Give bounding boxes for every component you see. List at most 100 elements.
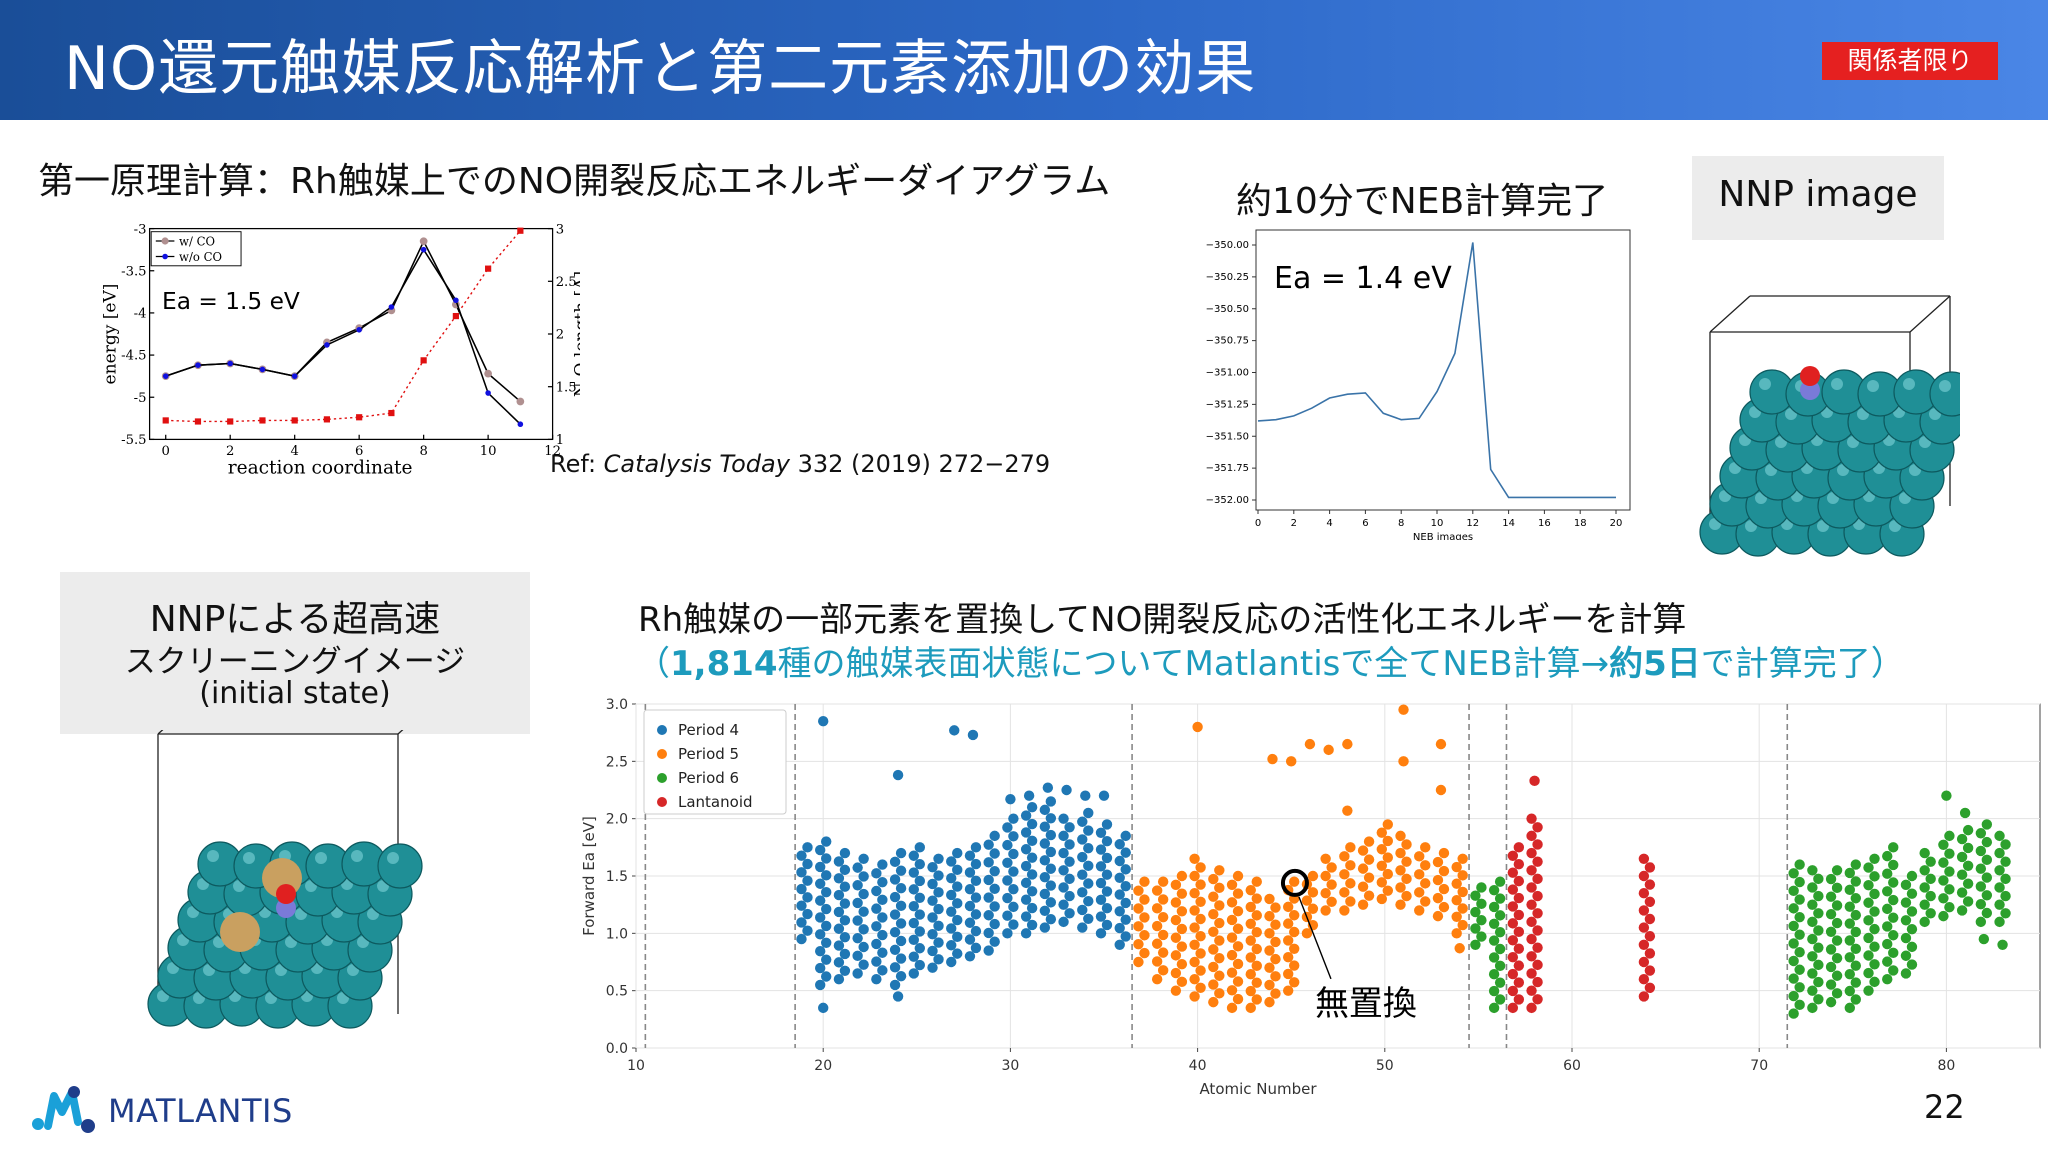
data-point [1526, 847, 1537, 859]
data-point [1831, 952, 1843, 964]
data-point [1507, 968, 1519, 980]
data-point [1526, 813, 1537, 824]
data-point [1170, 985, 1182, 996]
data-point [1189, 939, 1200, 950]
data-point [1807, 933, 1818, 945]
data-point [1470, 906, 1481, 918]
data-point [1432, 856, 1444, 868]
data-point [1058, 916, 1069, 928]
data-point [1507, 951, 1519, 963]
data-point [1002, 822, 1013, 833]
data-point [1532, 890, 1543, 902]
data-point [1395, 865, 1406, 876]
data-point [877, 929, 888, 941]
data-point [1956, 905, 1968, 916]
data-point [1432, 874, 1444, 886]
data-point [1825, 961, 1837, 973]
data-point [1850, 960, 1862, 971]
data-point [983, 927, 994, 939]
data-point [1251, 943, 1262, 955]
point-no-length [194, 418, 202, 425]
data-point [1232, 958, 1244, 970]
data-point [1825, 891, 1837, 902]
data-point [1026, 852, 1038, 863]
reference: Ref: Catalysis Today 332 (2019) 272−279 [550, 450, 1050, 478]
data-point [852, 950, 863, 962]
y2-tick-label: 3 [556, 222, 564, 237]
data-point [1807, 899, 1818, 910]
data-point [1395, 882, 1406, 893]
data-point [1045, 796, 1057, 807]
data-point [1962, 860, 1974, 872]
data-point [1844, 985, 1856, 997]
data-point [1844, 901, 1856, 912]
data-point [1195, 896, 1206, 907]
data-point [1176, 923, 1188, 935]
data-point [1214, 935, 1225, 946]
n-atom [1800, 380, 1820, 400]
data-point [1077, 834, 1088, 845]
point-no-length [517, 227, 524, 234]
data-point [1151, 885, 1163, 896]
data-point [833, 974, 845, 985]
data-point [1214, 970, 1225, 981]
point-no-length [485, 265, 492, 272]
data-point [1788, 903, 1799, 914]
plot-frame [1255, 229, 1631, 511]
rh-atom [1929, 371, 1960, 417]
data-point [1882, 974, 1893, 985]
data-point [815, 878, 826, 889]
data-point [815, 912, 826, 923]
data-point [1398, 756, 1409, 767]
x-tick-label: 60 [1563, 1058, 1581, 1074]
data-point [1807, 985, 1818, 996]
data-point [1850, 994, 1862, 1005]
data-point [1956, 887, 1968, 898]
data-point [1869, 923, 1880, 935]
y2-tick-label: 1 [556, 433, 564, 448]
data-point [1850, 943, 1862, 955]
point-with-co [516, 397, 525, 406]
data-point [871, 956, 882, 967]
point-without-co [388, 304, 395, 310]
data-point [1226, 879, 1238, 890]
data-point [802, 925, 813, 936]
data-point [1045, 913, 1057, 925]
data-point [1513, 960, 1525, 971]
data-point [1133, 903, 1144, 914]
data-point [1925, 890, 1936, 902]
data-point [877, 876, 888, 888]
data-point [2000, 890, 2011, 902]
data-point [1532, 873, 1543, 885]
ref-prefix: Ref: [550, 450, 604, 478]
data-point [1008, 884, 1019, 895]
data-point [967, 729, 979, 741]
data-point [1320, 870, 1331, 882]
data-point [964, 900, 976, 912]
data-point [1488, 969, 1500, 980]
data-point [2000, 839, 2011, 850]
data-point [1289, 960, 1300, 971]
data-point [983, 857, 994, 868]
data-point [1095, 844, 1107, 855]
data-point [1320, 888, 1331, 899]
data-point [1026, 818, 1038, 830]
data-point [946, 856, 957, 867]
data-point [946, 889, 957, 901]
data-point [927, 945, 938, 957]
data-point [802, 842, 813, 853]
energy-diagram-chart: 0 2 4 6 8 10 12 -5.5 -5 -4.5 -4 -3.5 -3 1 1.5 2 2.5 3 reac… [101, 222, 581, 478]
data-point [1869, 941, 1880, 952]
data-point [1058, 830, 1069, 842]
data-point [1039, 838, 1051, 849]
data-point [1214, 882, 1225, 894]
data-point [1888, 842, 1899, 853]
data-point [889, 979, 901, 991]
data-point [1638, 956, 1650, 968]
data-point [1526, 830, 1537, 842]
data-point [1114, 922, 1125, 934]
data-point [1526, 951, 1537, 962]
data-point [889, 874, 901, 885]
data-point [1289, 876, 1300, 887]
data-point [1008, 866, 1019, 877]
